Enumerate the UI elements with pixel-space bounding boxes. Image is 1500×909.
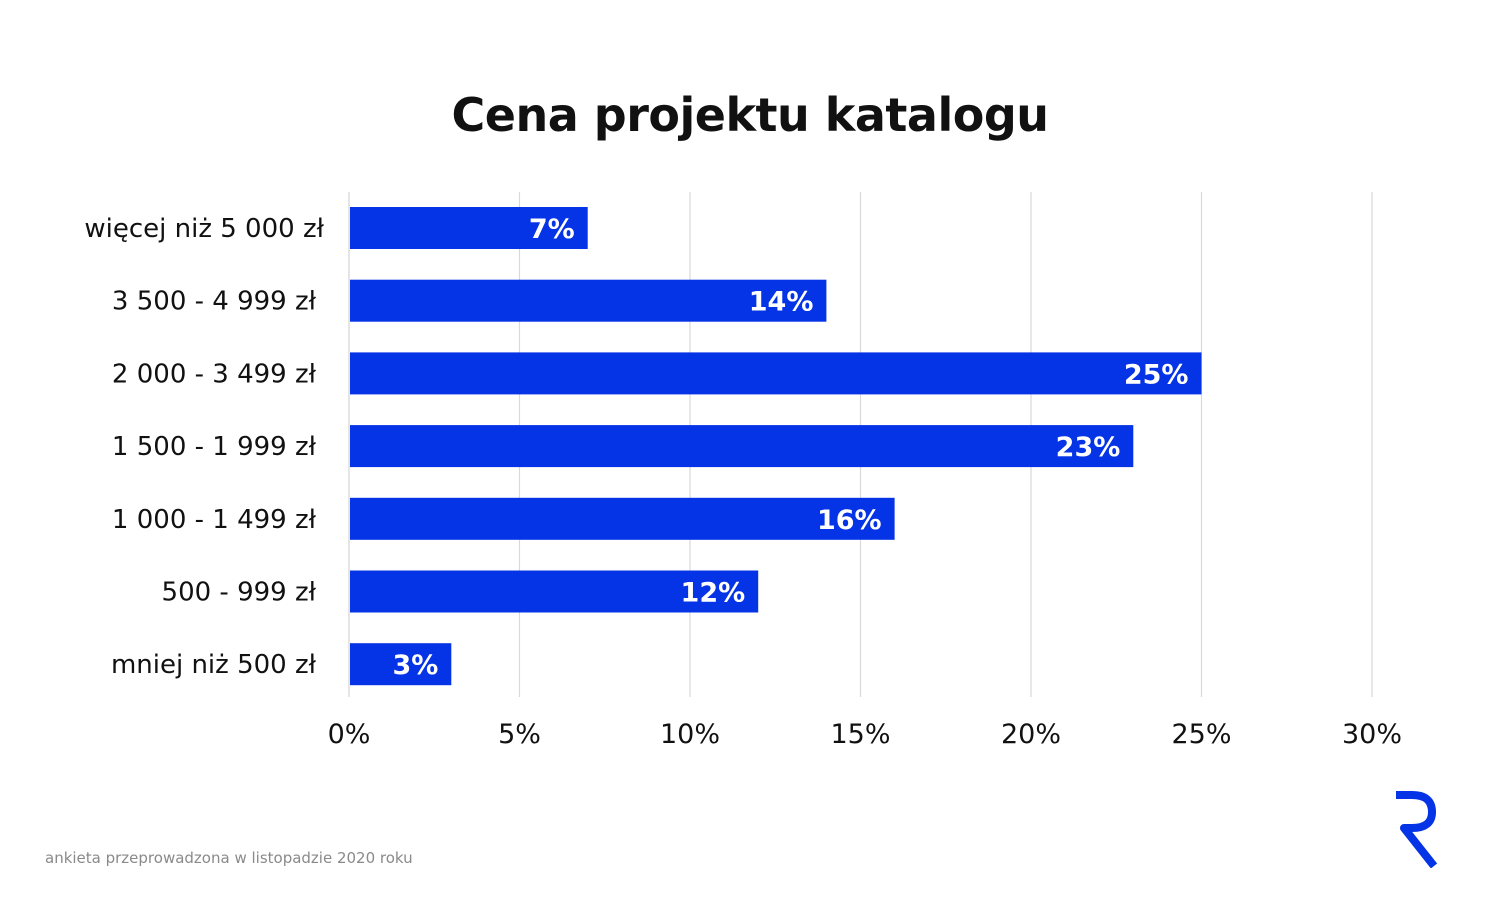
- bar: [350, 570, 759, 613]
- bar-value-label: 7%: [529, 214, 575, 245]
- r-logo-icon: [1392, 790, 1442, 869]
- bar-value-label: 14%: [749, 287, 814, 318]
- category-label: więcej niż 5 000 zł: [84, 214, 324, 244]
- bar: [350, 279, 827, 322]
- bar: [350, 425, 1134, 468]
- x-tick-label: 5%: [498, 719, 541, 750]
- bar-value-label: 12%: [681, 578, 746, 609]
- bar-value-label: 23%: [1056, 432, 1121, 463]
- category-label: 3 500 - 4 999 zł: [112, 287, 317, 317]
- bars: 7% 14% 25% 23% 16% 12% 3%: [350, 207, 1202, 686]
- chart-title: Cena projektu katalogu: [451, 88, 1050, 142]
- survey-footnote: ankieta przeprowadzona w listopadzie 202…: [45, 849, 413, 867]
- x-tick-label: 20%: [1001, 719, 1061, 750]
- x-axis-ticks: 0% 5% 10% 15% 20% 25% 30%: [328, 719, 1402, 750]
- category-label: 2 000 - 3 499 zł: [112, 359, 317, 389]
- category-label: 500 - 999 zł: [162, 578, 317, 608]
- bar: [350, 497, 895, 540]
- x-tick-label: 30%: [1342, 719, 1402, 750]
- x-tick-label: 0%: [328, 719, 371, 750]
- x-tick-label: 15%: [830, 719, 890, 750]
- category-label: 1 500 - 1 999 zł: [112, 432, 317, 462]
- category-labels: więcej niż 5 000 zł 3 500 - 4 999 zł 2 000…: [84, 214, 324, 680]
- bar-value-label: 25%: [1124, 359, 1189, 390]
- bar: [350, 352, 1202, 395]
- category-label: mniej niż 500 zł: [111, 650, 317, 680]
- bar-value-label: 16%: [817, 505, 882, 536]
- x-tick-label: 25%: [1171, 719, 1231, 750]
- bar: [350, 643, 452, 686]
- bar-value-label: 3%: [392, 650, 438, 681]
- x-tick-label: 10%: [660, 719, 720, 750]
- category-label: 1 000 - 1 499 zł: [112, 505, 317, 535]
- bar: [350, 207, 588, 249]
